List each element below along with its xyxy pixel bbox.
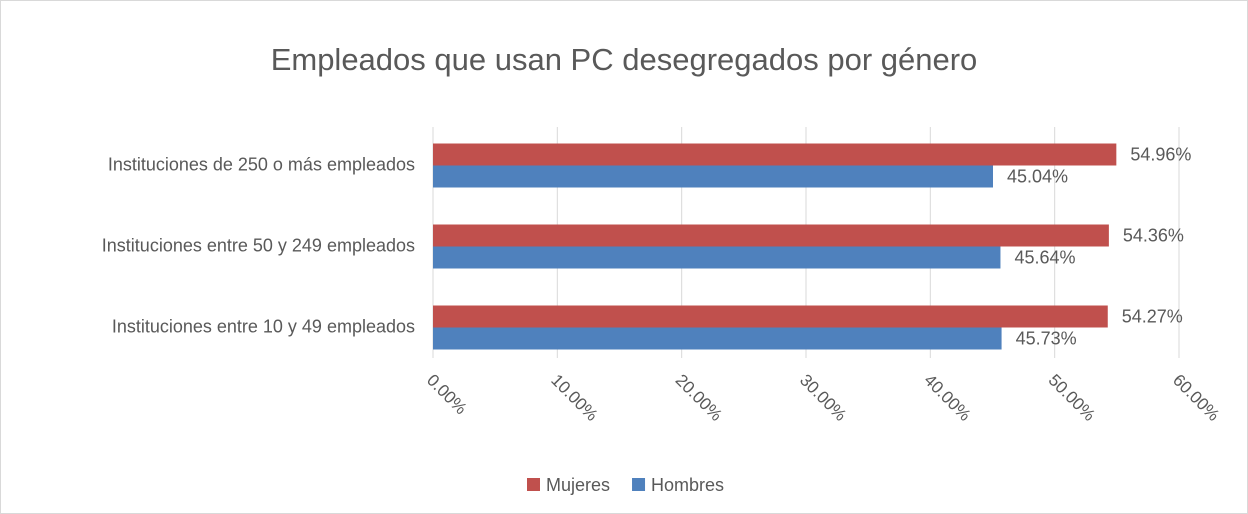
bar [433,246,1001,269]
data-label: 54.96% [1130,144,1191,164]
legend-label: Mujeres [546,475,610,495]
legend-swatch [632,478,646,491]
data-label: 45.73% [1016,328,1077,348]
y-tick-label: Instituciones entre 50 y 249 empleados [102,235,415,255]
data-label: 54.36% [1123,225,1184,245]
bar [433,143,1117,166]
legend-label: Hombres [651,475,724,495]
bar [433,165,993,188]
y-tick-label: Instituciones entre 10 y 49 empleados [112,316,415,336]
data-label: 54.27% [1122,306,1183,326]
data-label: 45.04% [1007,166,1068,186]
chart-title: Empleados que usan PC desegregados por g… [271,42,978,77]
bar [433,224,1109,247]
bar [433,327,1002,350]
data-label: 45.64% [1014,247,1075,267]
bar [433,305,1108,328]
y-tick-label: Instituciones de 250 o más empleados [108,154,415,174]
legend-swatch [527,478,540,491]
